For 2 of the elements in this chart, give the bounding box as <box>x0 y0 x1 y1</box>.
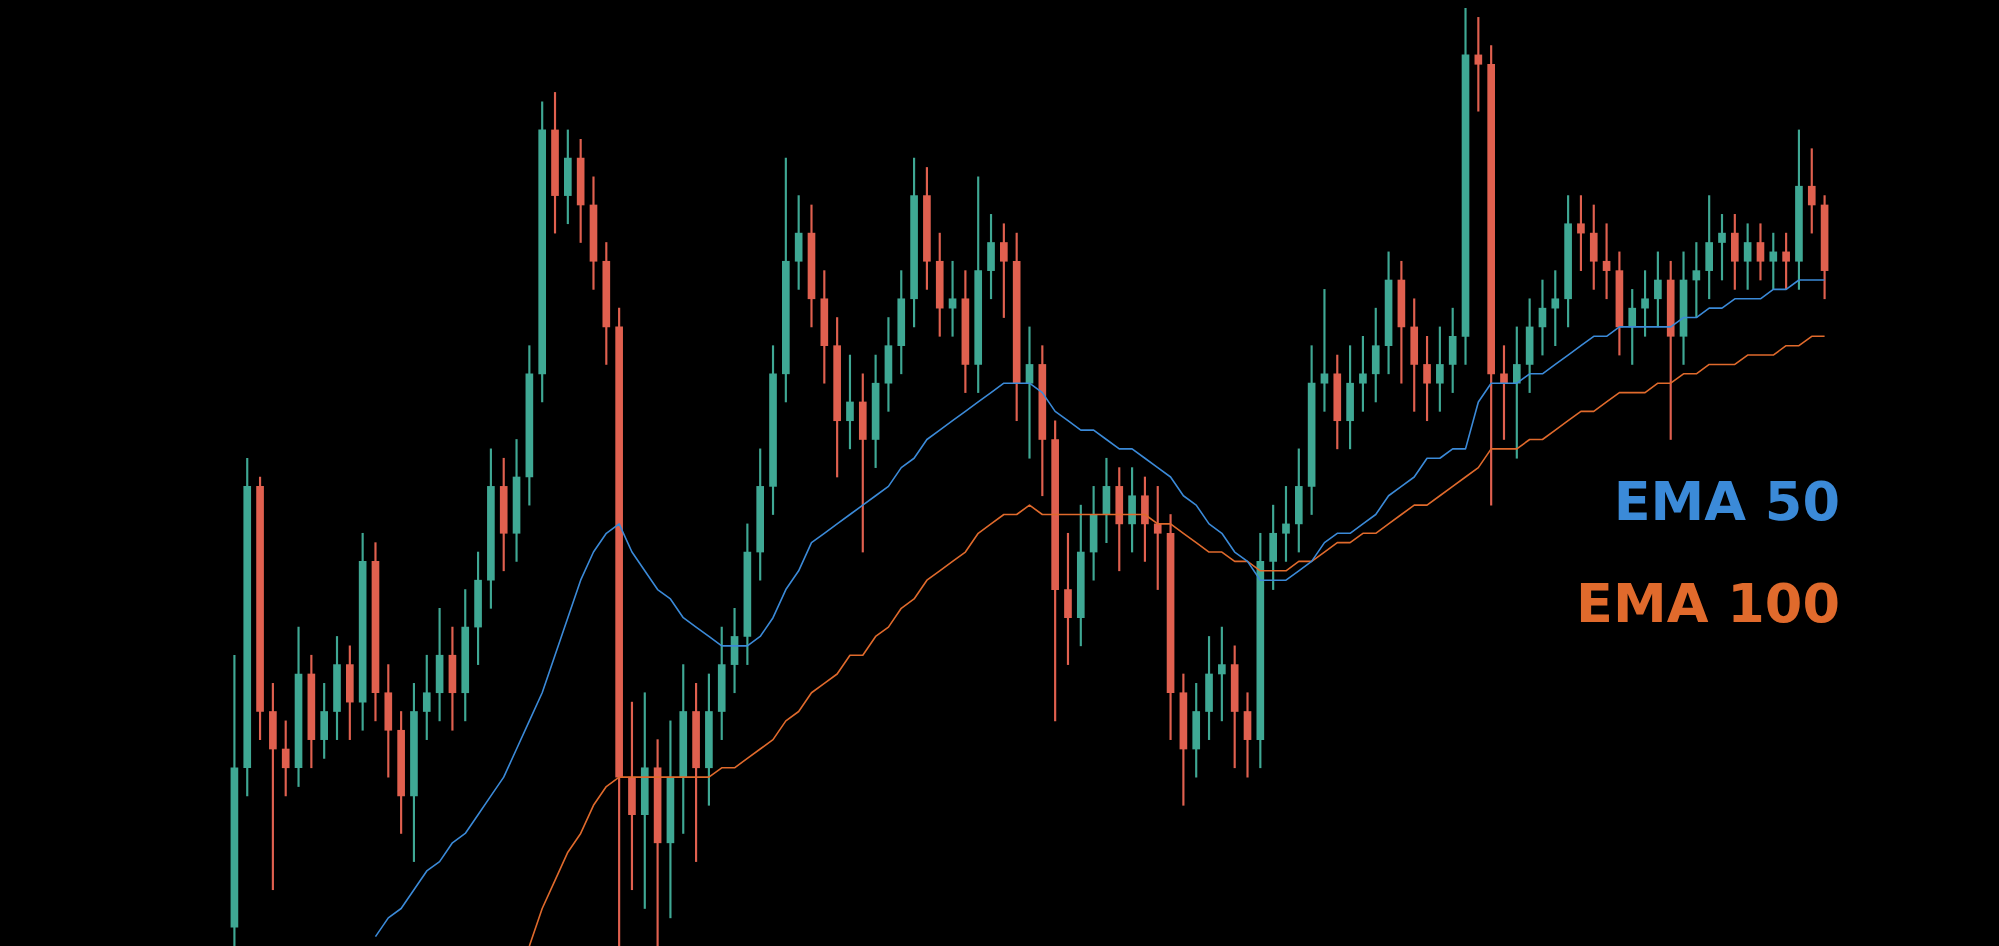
text: EMA 100 <box>1576 572 1840 636</box>
text: EMA 50 <box>1613 470 1840 534</box>
